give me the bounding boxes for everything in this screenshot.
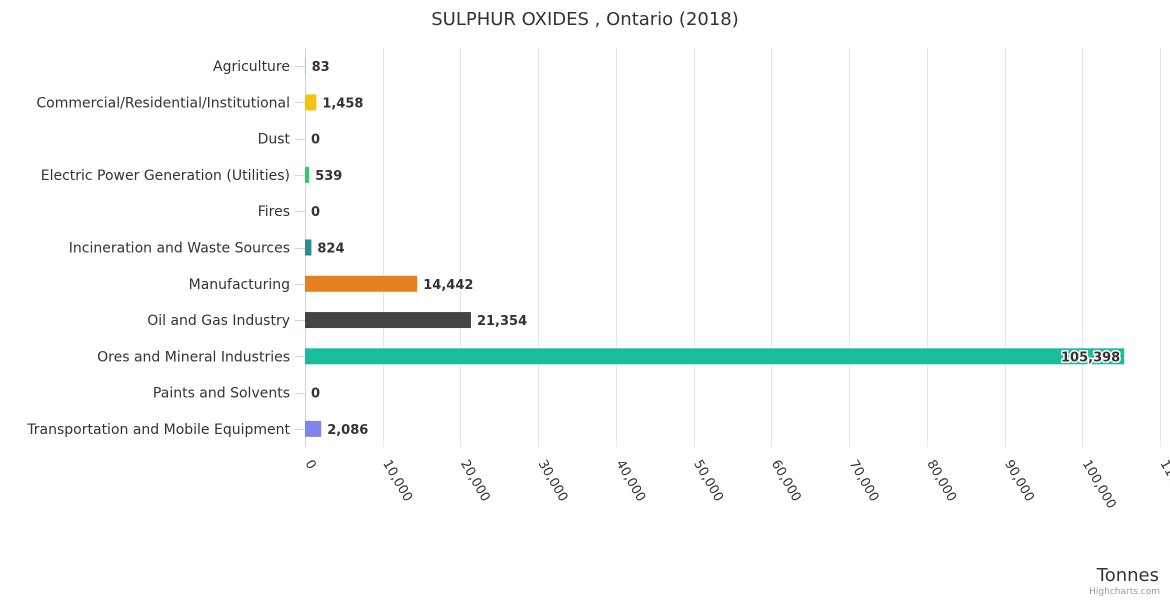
- category-label: Ores and Mineral Industries: [97, 349, 290, 365]
- data-label: 0: [311, 205, 320, 220]
- y-axis-title: Tonnes: [1096, 565, 1159, 586]
- data-label: 1,458: [322, 96, 363, 111]
- data-label: 105,398: [1061, 350, 1120, 365]
- data-label: 539: [315, 169, 342, 184]
- bar[interactable]: [305, 58, 306, 75]
- x-tick-label: 80,000: [923, 458, 959, 505]
- data-label: 83: [312, 60, 330, 75]
- x-tick-label: 100,000: [1079, 458, 1119, 512]
- data-label: 0: [311, 387, 320, 402]
- bar[interactable]: [305, 420, 322, 437]
- bar[interactable]: [305, 312, 471, 329]
- category-label: Electric Power Generation (Utilities): [41, 168, 290, 184]
- x-tick-label: 110,000: [1157, 458, 1170, 512]
- bar[interactable]: [305, 94, 317, 111]
- x-tick-label: 90,000: [1001, 458, 1037, 505]
- category-label: Dust: [258, 132, 291, 148]
- data-label: 14,442: [423, 278, 473, 293]
- category-label: Manufacturing: [189, 277, 290, 293]
- bar[interactable]: [305, 239, 312, 256]
- x-tick-label: 50,000: [690, 458, 726, 505]
- x-tick-label: 0: [302, 458, 319, 473]
- data-label: 21,354: [477, 314, 527, 329]
- x-tick-label: 40,000: [612, 458, 648, 505]
- category-label: Commercial/Residential/Institutional: [36, 95, 290, 111]
- x-tick-label: 30,000: [535, 458, 571, 505]
- x-tick-label: 60,000: [768, 458, 804, 505]
- category-label: Agriculture: [213, 59, 290, 75]
- data-label: 2,086: [327, 423, 368, 438]
- data-label: 824: [317, 242, 344, 257]
- category-label: Oil and Gas Industry: [147, 313, 290, 329]
- x-tick-label: 10,000: [379, 458, 415, 505]
- category-label: Fires: [258, 204, 290, 220]
- chart-title: SULPHUR OXIDES , Ontario (2018): [431, 9, 739, 30]
- category-label: Transportation and Mobile Equipment: [26, 422, 290, 438]
- credits-link[interactable]: Highcharts.com: [1089, 587, 1160, 597]
- bar[interactable]: [305, 166, 310, 183]
- category-label: Incineration and Waste Sources: [69, 241, 290, 257]
- bar[interactable]: [305, 275, 418, 292]
- x-tick-label: 20,000: [457, 458, 493, 505]
- x-tick-label: 70,000: [846, 458, 882, 505]
- data-label: 0: [311, 133, 320, 148]
- category-label: Paints and Solvents: [153, 386, 290, 402]
- bar[interactable]: [305, 348, 1125, 365]
